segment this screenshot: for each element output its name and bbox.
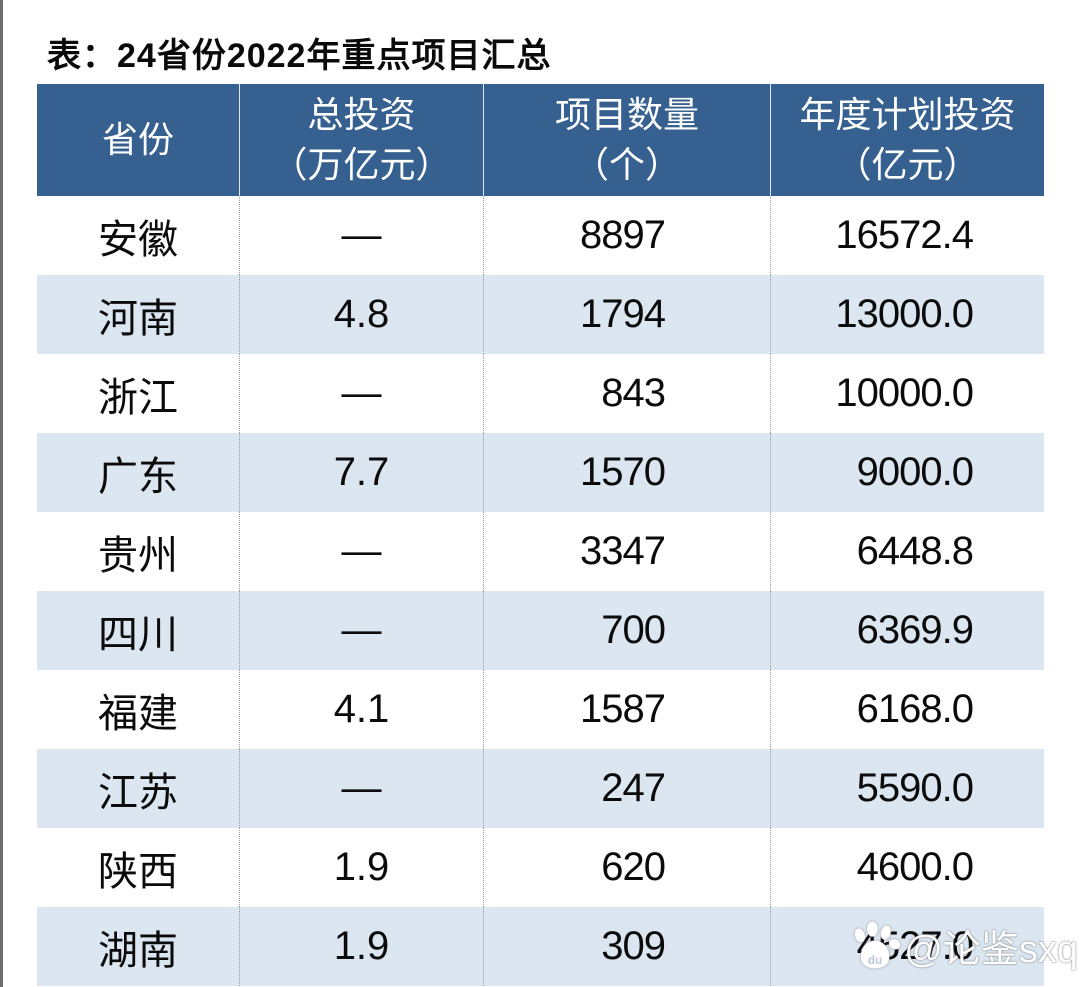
projects-table: 省份 总投资 （万亿元） 项目数量 （个） 年度计划投资 （亿元） 安徽 — 8… (37, 84, 1044, 986)
cell-annual-investment: 6369.9 (770, 591, 1044, 670)
header-project-count-line2: （个） (572, 144, 681, 185)
cell-annual-investment: 9000.0 (770, 433, 1044, 512)
cell-project-count: 247 (483, 749, 770, 828)
header-annual-investment: 年度计划投资 （亿元） (770, 84, 1044, 196)
table-row: 河南 4.8 1794 13000.0 (37, 275, 1044, 354)
table-row: 陕西 1.9 620 4600.0 (37, 828, 1044, 907)
table-row: 四川 — 700 6369.9 (37, 591, 1044, 670)
cell-province: 贵州 (98, 533, 178, 578)
cell-project-count: 1570 (483, 433, 770, 512)
cell-annual-investment: 5590.0 (770, 749, 1044, 828)
cell-province: 四川 (98, 612, 178, 657)
cell-project-count: 8897 (483, 196, 770, 275)
cell-total-investment: — (239, 354, 483, 433)
table-row: 安徽 — 8897 16572.4 (37, 196, 1044, 275)
header-project-count-line1: 项目数量 (554, 94, 699, 136)
header-province-label: 省份 (101, 119, 174, 161)
cell-province: 浙江 (98, 375, 178, 420)
cell-project-count: 1794 (483, 275, 770, 354)
cell-project-count: 700 (483, 591, 770, 670)
cell-total-investment: 4.1 (239, 670, 483, 749)
header-annual-investment-line2: （亿元） (835, 144, 980, 185)
table-row: 湖南 1.9 309 4527.0 (37, 907, 1044, 986)
header-total-investment-line2: （万亿元） (271, 144, 452, 185)
cell-annual-investment: 4527.0 (770, 907, 1044, 986)
cell-annual-investment: 10000.0 (770, 354, 1044, 433)
table-row: 浙江 — 843 10000.0 (37, 354, 1044, 433)
screenshot-left-edge (0, 0, 3, 987)
cell-total-investment: 7.7 (239, 433, 483, 512)
table-header-row: 省份 总投资 （万亿元） 项目数量 （个） 年度计划投资 （亿元） (37, 84, 1044, 196)
header-total-investment: 总投资 （万亿元） (239, 84, 483, 196)
cell-province: 陕西 (98, 849, 178, 894)
cell-annual-investment: 16572.4 (770, 196, 1044, 275)
cell-project-count: 309 (483, 907, 770, 986)
cell-province: 福建 (98, 691, 178, 736)
cell-province: 河南 (98, 296, 178, 341)
cell-annual-investment: 13000.0 (770, 275, 1044, 354)
cell-total-investment: 1.9 (239, 907, 483, 986)
cell-project-count: 620 (483, 828, 770, 907)
cell-annual-investment: 4600.0 (770, 828, 1044, 907)
cell-province: 广东 (98, 454, 178, 499)
table-row: 广东 7.7 1570 9000.0 (37, 433, 1044, 512)
header-project-count: 项目数量 （个） (483, 84, 770, 196)
cell-project-count: 3347 (483, 512, 770, 591)
cell-total-investment: — (239, 749, 483, 828)
cell-total-investment: — (239, 591, 483, 670)
cell-annual-investment: 6168.0 (770, 670, 1044, 749)
cell-project-count: 1587 (483, 670, 770, 749)
header-province: 省份 (37, 84, 239, 196)
table-row: 贵州 — 3347 6448.8 (37, 512, 1044, 591)
table-row: 江苏 — 247 5590.0 (37, 749, 1044, 828)
header-total-investment-line1: 总投资 (307, 94, 416, 136)
table-row: 福建 4.1 1587 6168.0 (37, 670, 1044, 749)
header-annual-investment-line1: 年度计划投资 (799, 94, 1016, 136)
cell-annual-investment: 6448.8 (770, 512, 1044, 591)
cell-total-investment: — (239, 512, 483, 591)
cell-province: 安徽 (98, 217, 178, 262)
cell-province: 湖南 (98, 928, 178, 973)
cell-province: 江苏 (98, 770, 178, 815)
cell-project-count: 843 (483, 354, 770, 433)
cell-total-investment: — (239, 196, 483, 275)
cell-total-investment: 4.8 (239, 275, 483, 354)
page-title: 表：24省份2022年重点项目汇总 (47, 37, 552, 75)
cell-total-investment: 1.9 (239, 828, 483, 907)
